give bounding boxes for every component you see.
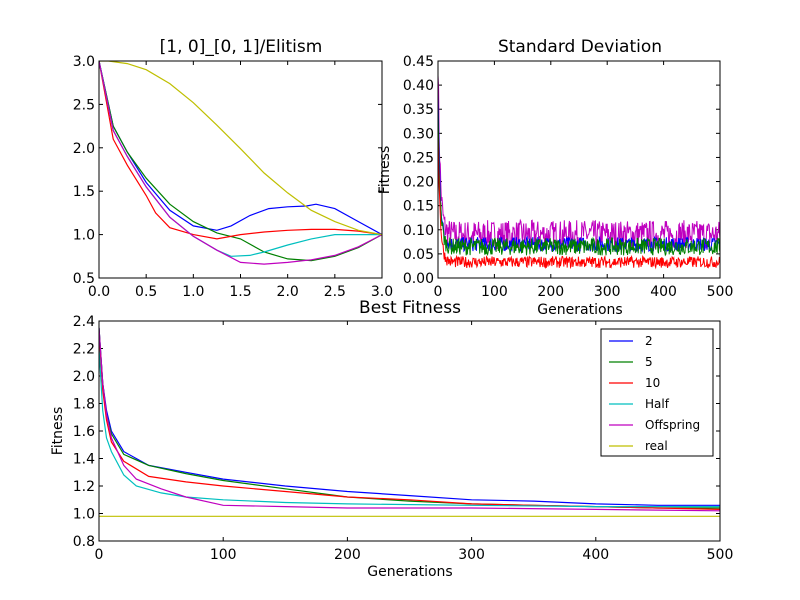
x-tick-label: 100 bbox=[210, 547, 237, 563]
x-tick-label: 1.5 bbox=[229, 284, 251, 300]
x-tick-label: 300 bbox=[594, 284, 621, 300]
legend-entry: 2 bbox=[645, 334, 653, 348]
x-axis-label: Generations bbox=[537, 302, 622, 318]
y-tick-label: 2.0 bbox=[73, 141, 95, 157]
series-group bbox=[99, 327, 720, 517]
x-tick-label: 300 bbox=[458, 547, 485, 563]
series-line-10 bbox=[438, 133, 720, 270]
y-tick-label: 2.4 bbox=[73, 314, 95, 330]
y-tick-label: 3.0 bbox=[73, 54, 95, 70]
chart-title: Standard Deviation bbox=[498, 37, 662, 57]
x-tick-label: 200 bbox=[334, 547, 361, 563]
y-tick-label: 1.6 bbox=[73, 424, 95, 440]
axes-frame bbox=[98, 60, 383, 279]
series-line-10 bbox=[99, 61, 382, 240]
y-tick-label: 0.15 bbox=[403, 199, 434, 215]
x-tick-label: 0 bbox=[434, 284, 443, 300]
series-line-real bbox=[99, 61, 382, 236]
legend-entry: 5 bbox=[645, 355, 653, 369]
plot-area: 0.0 0.5 1.0 1.5 2.0 2.5 3.00.51.01.52.02.53.0 bbox=[73, 54, 393, 300]
y-tick-label: 0.00 bbox=[403, 271, 434, 287]
x-tick-label: 2.5 bbox=[324, 284, 346, 300]
y-tick-label: 0.5 bbox=[73, 271, 95, 287]
series-line-2 bbox=[99, 61, 382, 236]
x-tick-label: 500 bbox=[707, 547, 734, 563]
legend-entry: Half bbox=[645, 397, 670, 411]
plot-area: 0 100 200 300 400 500 0.8 1.0 1.2 1.4 1.6 1.8 2.0 2.2… bbox=[73, 314, 734, 563]
legend-entry: real bbox=[645, 439, 668, 453]
x-tick-label: 3.0 bbox=[371, 284, 393, 300]
y-tick-label: 1.4 bbox=[73, 452, 95, 468]
y-tick-label: 0.20 bbox=[403, 175, 434, 191]
y-tick-label: 1.8 bbox=[73, 397, 95, 413]
x-tick-label: 1.0 bbox=[182, 284, 204, 300]
y-tick-label: 1.0 bbox=[73, 228, 95, 244]
legend-entry: Offspring bbox=[645, 418, 700, 432]
y-tick-label: 0.8 bbox=[73, 534, 95, 550]
axes-frame bbox=[98, 320, 721, 542]
y-tick-label: 2.2 bbox=[73, 342, 95, 358]
chart-title: Best Fitness bbox=[359, 298, 461, 318]
x-tick-label: 0.0 bbox=[88, 284, 110, 300]
y-tick-label: 0.25 bbox=[403, 150, 434, 166]
series-line-2 bbox=[99, 327, 720, 506]
y-tick-label: 1.2 bbox=[73, 479, 95, 495]
series-group bbox=[99, 61, 382, 265]
series-line-5 bbox=[438, 107, 720, 257]
y-tick-label: 1.0 bbox=[73, 507, 95, 523]
series-group bbox=[438, 75, 720, 270]
legend-box bbox=[600, 328, 714, 457]
y-tick-label: 2.5 bbox=[73, 97, 95, 113]
series-line-half bbox=[99, 348, 720, 508]
y-tick-label: 2.0 bbox=[73, 369, 95, 385]
chart-title: [1, 0]_[0, 1]/Elitism bbox=[160, 37, 323, 57]
chart-best-fitness: Best Fitness Generations Fitness 0 100 200… bbox=[50, 298, 733, 580]
y-tick-label: 0.10 bbox=[403, 223, 434, 239]
x-tick-label: 500 bbox=[707, 284, 734, 300]
x-tick-label: 2.0 bbox=[277, 284, 299, 300]
series-line-offspring bbox=[99, 61, 382, 265]
y-tick-label: 0.45 bbox=[403, 54, 434, 70]
x-tick-label: 200 bbox=[537, 284, 564, 300]
legend-entry: 10 bbox=[645, 376, 660, 390]
x-tick-label: 400 bbox=[582, 547, 609, 563]
series-line-offspring bbox=[99, 327, 720, 512]
plot-area: 0 100 200 300 400 500 0.00 0.05 0.10 0.15 0.20 0.25… bbox=[403, 54, 734, 300]
chart-standard-deviation: Standard Deviation Generations Fitness 0… bbox=[377, 37, 733, 318]
chart-elitism: [1, 0]_[0, 1]/Elitism 0.0 0.5 1.0 1.5 2.0 2.5… bbox=[73, 37, 393, 300]
y-tick-label: 1.5 bbox=[73, 184, 95, 200]
y-tick-label: 0.40 bbox=[403, 78, 434, 94]
x-tick-label: 0.5 bbox=[135, 284, 157, 300]
x-axis-label: Generations bbox=[367, 564, 452, 580]
y-tick-label: 0.35 bbox=[403, 102, 434, 118]
x-tick-label: 0 bbox=[95, 547, 104, 563]
axes-frame bbox=[437, 60, 721, 279]
series-line-5 bbox=[99, 61, 382, 262]
x-tick-label: 400 bbox=[650, 284, 677, 300]
legend: 2 5 10 Half Offspring real bbox=[600, 328, 714, 457]
y-tick-label: 0.05 bbox=[403, 247, 434, 263]
y-tick-label: 0.30 bbox=[403, 126, 434, 142]
y-axis-label: Fitness bbox=[377, 146, 393, 195]
y-axis-label: Fitness bbox=[50, 407, 66, 456]
x-tick-label: 100 bbox=[481, 284, 508, 300]
